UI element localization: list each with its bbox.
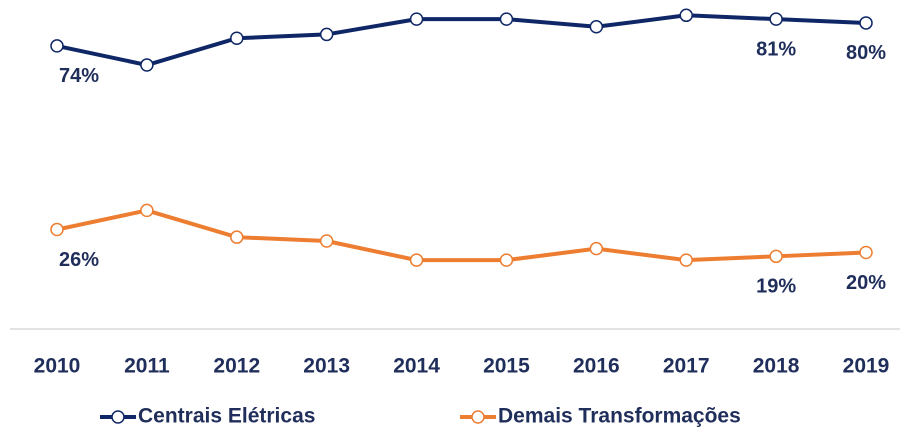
point-marker <box>50 222 64 237</box>
legend-marker <box>471 410 485 424</box>
point-marker <box>409 253 424 267</box>
point-marker <box>679 8 693 23</box>
point-marker <box>769 249 783 264</box>
x-tick-label: 2016 <box>573 355 620 378</box>
x-tick-label: 2019 <box>843 355 890 378</box>
x-tick-label: 2014 <box>393 355 440 378</box>
point-marker <box>140 203 154 218</box>
series-line <box>56 13 867 68</box>
data-label: 20% <box>846 272 886 294</box>
series-line <box>56 208 867 263</box>
x-tick-label: 2015 <box>483 355 530 378</box>
point-marker <box>499 12 514 26</box>
x-tick-label: 2011 <box>124 355 170 378</box>
point-marker <box>859 16 873 30</box>
legend-label: Centrais Elétricas <box>138 405 315 428</box>
point-marker <box>859 245 873 260</box>
x-tick-label: 2017 <box>663 355 710 378</box>
legend-label: Demais Transformações <box>498 405 741 428</box>
point-marker <box>319 27 334 42</box>
x-tick-label: 2013 <box>303 355 350 378</box>
point-marker <box>679 253 693 267</box>
point-marker <box>319 234 334 248</box>
data-label: 80% <box>846 42 886 64</box>
point-marker <box>589 241 604 256</box>
data-label: 81% <box>756 38 796 60</box>
point-marker <box>769 12 783 26</box>
x-tick-label: 2012 <box>213 355 260 378</box>
point-marker <box>499 253 514 267</box>
point-marker <box>230 31 244 46</box>
point-marker <box>230 230 244 244</box>
point-marker <box>409 12 424 26</box>
data-label: 19% <box>756 276 796 298</box>
data-label: 74% <box>59 65 99 87</box>
legend-marker <box>111 410 125 424</box>
x-tick-label: 2018 <box>753 355 800 378</box>
point-marker <box>140 58 154 72</box>
data-label: 26% <box>59 249 99 271</box>
point-marker <box>589 20 604 34</box>
x-tick-label: 2010 <box>34 355 81 378</box>
point-marker <box>50 39 64 53</box>
